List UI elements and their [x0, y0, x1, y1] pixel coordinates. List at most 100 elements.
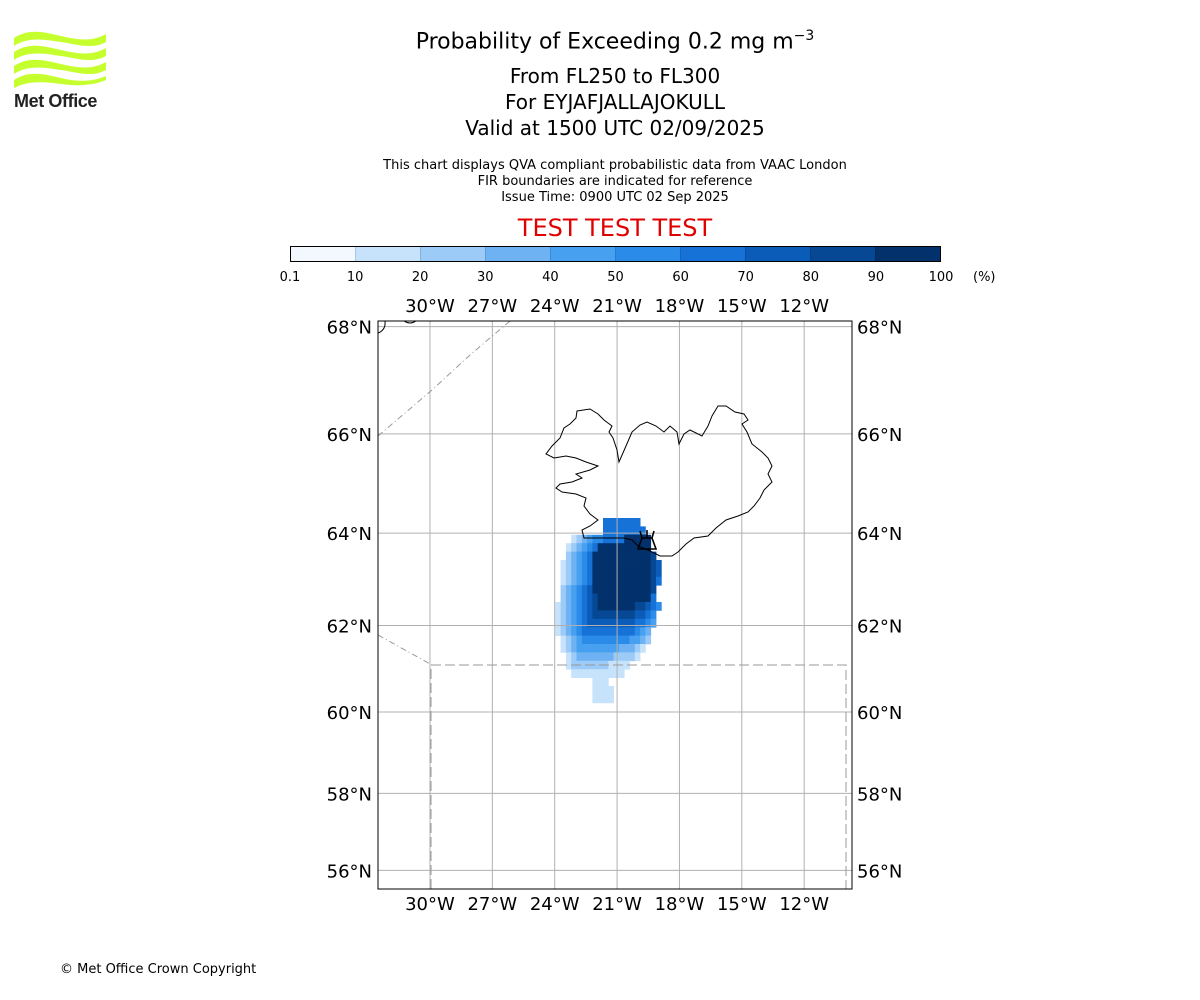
colorbar-tick-label: 40 — [542, 270, 559, 285]
probability-cell — [613, 543, 620, 552]
lon-label-bottom: 21°W — [592, 894, 642, 915]
probability-cell — [576, 652, 583, 662]
probability-cell — [608, 551, 614, 561]
probability-cell — [608, 568, 614, 578]
probability-cell — [624, 585, 630, 594]
probability-cell — [560, 576, 567, 586]
lon-label-top: 21°W — [592, 296, 642, 317]
probability-cell — [555, 618, 561, 628]
issue-time: Issue Time: 0900 UTC 02 Sep 2025 — [501, 190, 729, 205]
lon-label-bottom: 18°W — [655, 894, 705, 915]
probability-cell — [571, 669, 577, 678]
probability-cell — [597, 669, 604, 678]
probability-cell — [581, 585, 588, 594]
probability-cell — [634, 543, 641, 552]
probability-cell — [640, 627, 646, 636]
probability-cell — [581, 560, 588, 569]
probability-cell — [608, 669, 614, 678]
probability-cell — [560, 627, 567, 636]
probability-cell — [560, 560, 567, 569]
probability-cell — [581, 543, 588, 552]
probability-cell — [571, 618, 577, 628]
probability-cell — [629, 652, 636, 662]
met-office-logo: Met Office — [14, 30, 109, 112]
probability-cell — [592, 635, 599, 645]
probability-cell — [634, 568, 641, 578]
probability-cell — [592, 568, 599, 578]
probability-cell — [576, 644, 583, 653]
probability-cell — [656, 560, 662, 569]
probability-cell — [587, 652, 593, 662]
probability-cell — [576, 551, 583, 561]
probability-cell — [581, 652, 588, 662]
probability-cell — [587, 593, 593, 603]
probability-cell — [618, 568, 625, 578]
colorbar-tick-label: 0.1 — [279, 270, 301, 285]
probability-cell — [571, 610, 577, 620]
colorbar-segment — [485, 247, 550, 261]
probability-cell — [624, 543, 630, 552]
probability-cell — [650, 610, 657, 620]
probability-cell — [650, 568, 657, 578]
probability-cell — [608, 602, 614, 611]
probability-cell — [603, 568, 609, 578]
probability-cell — [624, 610, 630, 620]
probability-cell — [629, 627, 636, 636]
met-office-waves-icon — [14, 31, 106, 88]
probability-field — [555, 518, 662, 704]
probability-cell — [618, 635, 625, 645]
volcano-name: For EYJAFJALLAJOKULL — [505, 90, 725, 114]
probability-cell — [618, 585, 625, 594]
probability-cell — [645, 585, 652, 594]
probability-cell — [629, 635, 636, 645]
lon-label-bottom: 30°W — [405, 894, 455, 915]
probability-cell — [560, 585, 567, 594]
iceland-coastline — [545, 405, 773, 557]
probability-cell — [629, 560, 636, 569]
probability-cell — [592, 560, 599, 569]
probability-cell — [624, 551, 630, 561]
map-frame — [377, 320, 853, 890]
probability-cell — [613, 618, 620, 628]
probability-cell — [645, 593, 652, 603]
probability-cell — [565, 568, 572, 578]
lon-label-bottom: 27°W — [467, 894, 517, 915]
probability-cell — [640, 644, 646, 653]
probability-cell — [618, 593, 625, 603]
probability-cell — [565, 652, 572, 662]
probability-cell — [581, 551, 588, 561]
probability-cell — [597, 560, 604, 569]
probability-cell — [603, 560, 609, 569]
lat-label-right: 62°N — [857, 617, 902, 638]
probability-cell — [603, 593, 609, 603]
probability-cell — [571, 644, 577, 653]
flight-level-range: From FL250 to FL300 — [509, 64, 721, 88]
probability-cell — [629, 602, 636, 611]
colorbar-segment — [291, 247, 355, 261]
probability-cell — [640, 610, 646, 620]
lat-label-right: 56°N — [857, 861, 902, 882]
probability-cell — [613, 526, 620, 536]
probability-cell — [592, 543, 599, 552]
probability-cell — [624, 618, 630, 628]
probability-cell — [581, 635, 588, 645]
probability-cell — [608, 694, 614, 704]
probability-cell — [576, 576, 583, 586]
probability-cell — [587, 585, 593, 594]
probability-cell — [618, 669, 625, 678]
probability-cell — [587, 576, 593, 586]
probability-cell — [640, 635, 646, 645]
colorbar-tick-label: 50 — [607, 270, 624, 285]
probability-cell — [634, 635, 641, 645]
probability-cell — [592, 669, 599, 678]
probability-cell — [613, 652, 620, 662]
probability-cell — [603, 551, 609, 561]
probability-cell — [581, 618, 588, 628]
probability-cell — [597, 534, 604, 544]
probability-cell — [629, 543, 636, 552]
probability-cell — [597, 652, 604, 662]
probability-cell — [576, 534, 583, 544]
probability-cell — [608, 686, 614, 695]
probability-cell — [629, 534, 636, 544]
probability-cell — [634, 627, 641, 636]
